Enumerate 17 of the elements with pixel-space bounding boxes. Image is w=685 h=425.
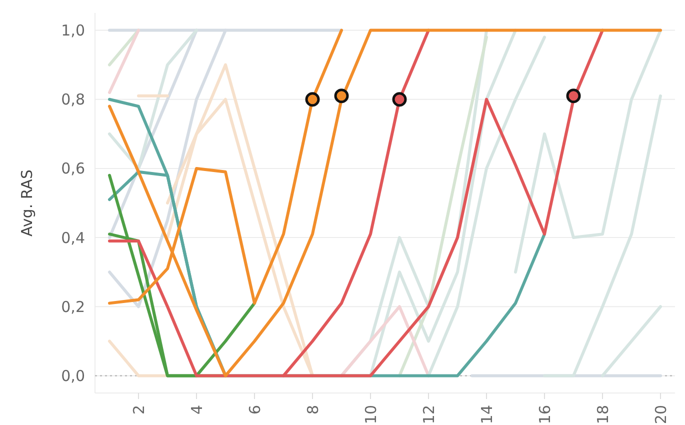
x-tick-label: 20 [652, 405, 670, 424]
x-tick-label: 16 [536, 405, 554, 424]
x-tick-label: 18 [594, 405, 612, 424]
y-axis-title: Avg. RAS [18, 170, 36, 236]
x-tick-label: 14 [478, 405, 496, 424]
y-tick-label: 0,2 [61, 298, 85, 316]
x-tick-label: 2 [130, 405, 148, 415]
x-tick-label: 4 [188, 405, 206, 415]
x-tick-label: 6 [246, 405, 264, 415]
y-tick-label: 0,4 [61, 228, 85, 247]
y-tick-label: 0,6 [61, 160, 85, 178]
x-tick-label: 10 [362, 405, 380, 424]
y-tick-label: 1,0 [61, 22, 85, 40]
y-tick-label: 0,8 [61, 90, 85, 109]
y-tick-label: 0,0 [61, 366, 85, 385]
x-tick-label: 8 [304, 405, 322, 415]
x-tick-label: 12 [420, 405, 438, 424]
